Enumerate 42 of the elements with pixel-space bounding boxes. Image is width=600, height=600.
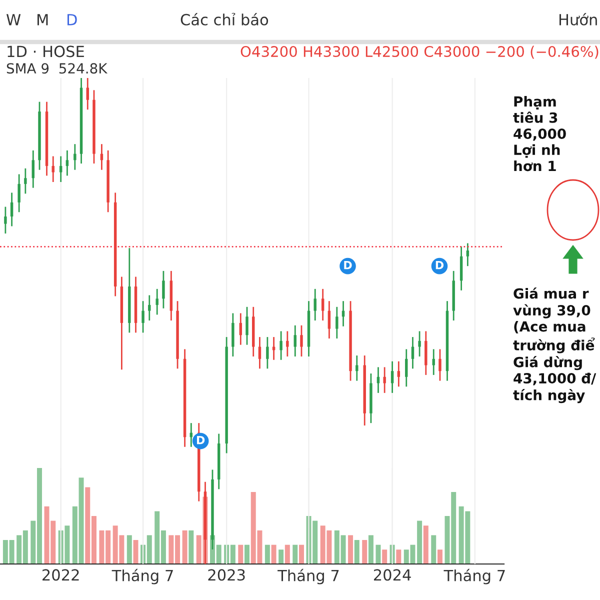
bar (284, 544, 290, 564)
chart-subtitle: O43200 H43300 L42500 C43000 −200 (−0.46%) (240, 46, 598, 59)
annotation: D (344, 261, 352, 270)
bar (298, 544, 304, 564)
bar (292, 544, 298, 564)
annotation: D (436, 261, 444, 270)
text: D (68, 14, 77, 26)
bar (423, 526, 428, 564)
bar (271, 544, 276, 564)
bar (437, 550, 442, 564)
bar (126, 535, 132, 564)
bar (133, 540, 138, 564)
bar (396, 550, 402, 564)
x-tick-label: 2024 (374, 569, 411, 581)
bar (368, 535, 374, 564)
text: Hướn (560, 12, 597, 26)
x-tick-label: Tháng 7 (112, 568, 173, 584)
bar (182, 530, 188, 564)
bar (417, 520, 422, 564)
chart-title: 1D · HOSE (8, 46, 84, 58)
bar (376, 544, 381, 564)
x-tick-label: 2022 (42, 569, 79, 581)
text: W (6, 14, 21, 26)
bar (278, 550, 284, 564)
bar (238, 544, 244, 564)
bar (431, 535, 436, 564)
x-tick-label: 2023 (208, 569, 245, 581)
x-tick-label: Tháng 7 (444, 568, 505, 584)
text: M (38, 14, 48, 26)
text: Phạm tiêu 3 46,000 Lợi nh hơn 1 (513, 96, 566, 172)
bar (188, 530, 194, 564)
bar (362, 540, 368, 564)
text: SMA 9 524.8K (6, 63, 108, 74)
text: Giá mua r vùng 39,0 (Ace mua trường điể Giá dừng 43,1000 đ/ tích ngày (513, 287, 596, 404)
annotation: D (197, 436, 205, 444)
bar (244, 544, 250, 564)
bar (348, 535, 354, 564)
x-tick-label: Tháng 7 (278, 568, 339, 584)
bar (382, 550, 388, 564)
bar (354, 540, 360, 564)
bar (264, 544, 270, 564)
text: Các chỉ báo (180, 12, 268, 26)
